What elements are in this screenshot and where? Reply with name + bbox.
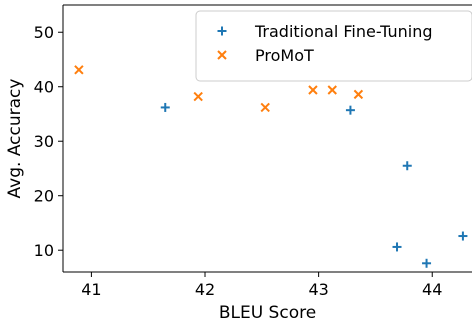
y-tick-label: 20: [34, 187, 54, 206]
legend-label: Traditional Fine-Tuning: [254, 22, 433, 41]
legend-label: ProMoT: [255, 46, 314, 65]
legend: Traditional Fine-Tuning ProMoT: [195, 10, 472, 82]
plus-point: [160, 102, 170, 112]
cross-point: [260, 102, 270, 113]
cross-point: [193, 91, 203, 102]
series-0: [160, 102, 468, 268]
plus-point: [422, 258, 432, 268]
cross-point-b: [260, 102, 270, 113]
y-tick-label: 50: [34, 23, 54, 42]
plus-point: [392, 242, 402, 252]
x-tick-label: 42: [195, 280, 215, 299]
x-tick-label: 44: [422, 280, 442, 299]
x-axis-ticks: 41 42 43 44: [81, 272, 442, 299]
legend-plus-marker: [217, 26, 227, 36]
plus-point: [345, 105, 355, 115]
plot-frame: [62, 4, 472, 273]
plus-point: [458, 231, 468, 241]
cross-point-b: [308, 85, 318, 95]
data-points: [74, 65, 468, 268]
x-axis-title: BLEU Score: [219, 303, 316, 323]
plus-point: [402, 161, 412, 171]
x-tick-label: 41: [81, 280, 101, 299]
y-axis-title: Avg. Accuracy: [5, 79, 25, 199]
cross-point: [327, 85, 337, 95]
y-tick-label: 10: [34, 241, 54, 260]
cross-point-b: [74, 65, 84, 75]
x-tick-label: 43: [308, 280, 328, 299]
cross-point: [353, 89, 364, 100]
cross-point-b: [193, 91, 203, 102]
cross-point: [308, 85, 318, 95]
y-axis-ticks: 10 20 30 40 50: [34, 23, 63, 260]
legend-cross-marker: [217, 50, 227, 60]
y-tick-label: 40: [34, 78, 54, 97]
series-1: [74, 65, 364, 113]
cross-point: [74, 65, 84, 75]
legend-cross-marker-b: [217, 50, 227, 60]
cross-point-b: [353, 89, 364, 100]
cross-point-b: [327, 85, 337, 95]
y-tick-label: 30: [34, 132, 54, 151]
legend-box: [195, 10, 472, 82]
